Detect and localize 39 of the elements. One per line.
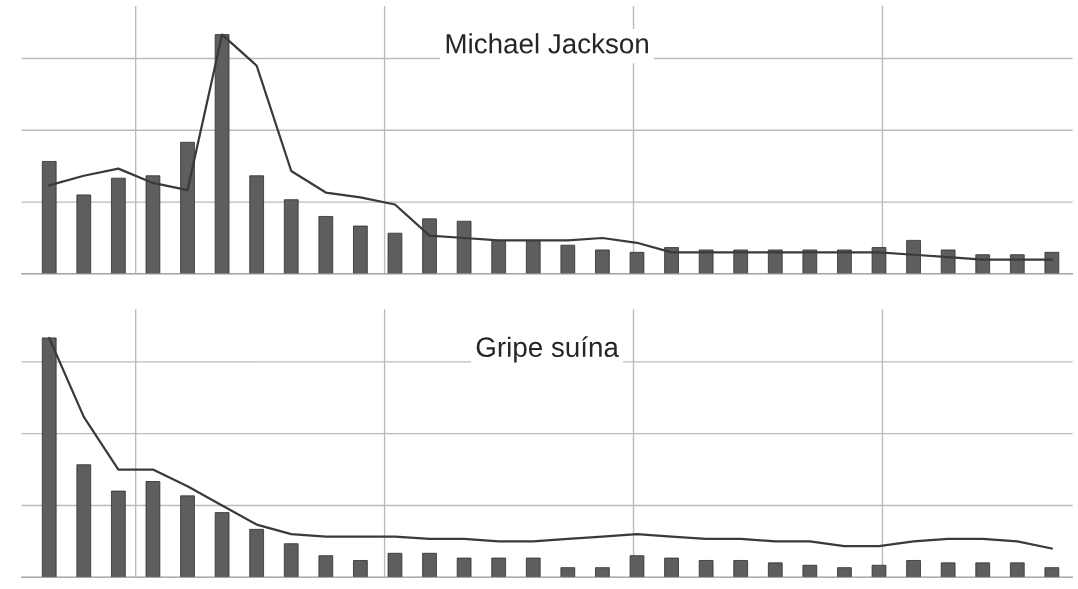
- bar: [629, 251, 645, 274]
- chart-title: Michael Jackson: [446, 33, 648, 54]
- bar: [318, 555, 334, 578]
- bar: [595, 567, 610, 578]
- bar: [560, 567, 576, 578]
- bar: [560, 244, 576, 274]
- bar: [629, 555, 645, 578]
- bar: [318, 216, 334, 274]
- bar: [767, 562, 783, 578]
- bar: [802, 564, 818, 578]
- bar: [387, 232, 403, 274]
- bar: [387, 552, 403, 578]
- bar: [698, 560, 714, 578]
- bar: [733, 560, 749, 578]
- bar: [595, 249, 610, 274]
- bar: [111, 490, 126, 578]
- bar: [111, 177, 126, 274]
- bar: [871, 564, 887, 578]
- bar: [1009, 562, 1025, 578]
- bar: [491, 557, 507, 578]
- bar: [353, 560, 368, 578]
- bar: [525, 557, 541, 578]
- bar: [283, 543, 299, 578]
- bar: [249, 175, 264, 274]
- bar: [940, 562, 956, 578]
- bar: [145, 481, 161, 578]
- bar: [664, 557, 679, 578]
- chart-title: Gripe suína: [476, 336, 619, 363]
- bar: [353, 225, 368, 274]
- bar: [837, 567, 852, 578]
- bar: [76, 194, 92, 274]
- bar: [906, 560, 921, 578]
- bar: [422, 552, 437, 578]
- bar: [283, 199, 299, 274]
- bar: [975, 562, 991, 578]
- bar: [180, 495, 195, 578]
- bar: [1044, 567, 1060, 578]
- bar: [456, 557, 472, 578]
- bar: [76, 464, 92, 578]
